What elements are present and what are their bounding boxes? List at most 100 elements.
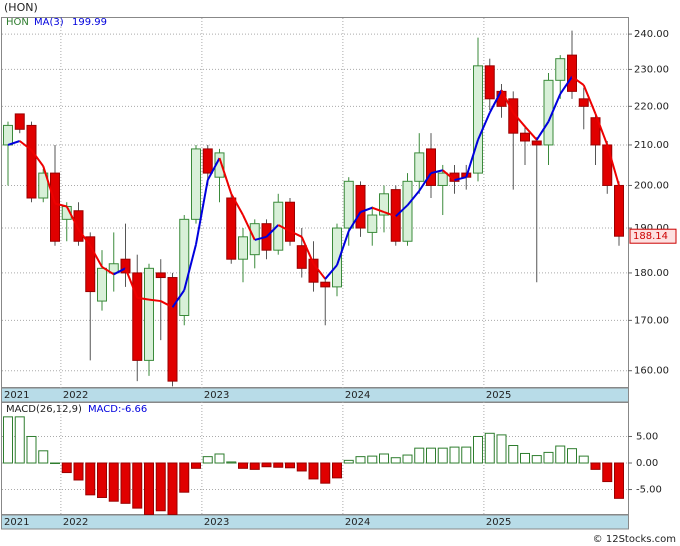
x-tick-label: 2024 (345, 390, 370, 401)
x-tick-label: 2023 (204, 390, 229, 401)
ma-line (300, 236, 315, 265)
macd-bar (85, 462, 96, 496)
candle-body (567, 54, 577, 92)
macd-bar (167, 462, 178, 515)
ma-line (347, 211, 362, 232)
macd-bar (614, 462, 624, 499)
y-tick-label: 240.00 (634, 29, 669, 40)
ma-line (465, 139, 479, 178)
y-tick-label: -5.00 (636, 485, 662, 496)
ma-line (65, 206, 80, 230)
macd-bar (3, 416, 13, 464)
ma-line (148, 298, 161, 303)
candle-body (144, 267, 154, 361)
date-strip (1, 514, 629, 530)
ma-line (171, 289, 186, 308)
ma-line (336, 230, 350, 266)
macd-bar (531, 455, 542, 464)
price-box (629, 228, 677, 244)
ma-line (524, 125, 538, 141)
ma-line (265, 224, 279, 238)
macd-bar (191, 462, 201, 469)
candle-body (614, 184, 624, 237)
macd-bar (155, 462, 166, 512)
ma-line (571, 75, 585, 86)
macd-bar (50, 462, 60, 465)
ma-line (230, 193, 244, 216)
x-tick-label: 2025 (486, 390, 511, 401)
ma-line (606, 144, 620, 186)
candle-body (73, 210, 84, 242)
candle-body (473, 65, 483, 174)
macd-bar (332, 462, 342, 479)
candle-body (520, 132, 530, 142)
chart-title: (HON) (4, 1, 38, 14)
candle-body (3, 124, 13, 146)
date-strip (1, 387, 629, 403)
macd-bar (285, 462, 295, 469)
candle-body (555, 58, 566, 81)
ma-line (559, 76, 573, 95)
candle-body (167, 277, 178, 382)
macd-bar (273, 462, 284, 468)
candle-body (602, 144, 613, 186)
ma-line (289, 230, 303, 238)
macd-bar (496, 434, 507, 464)
candle-body (155, 272, 166, 279)
ma-line (77, 228, 92, 247)
candle-body (437, 172, 448, 186)
macd-bar (473, 435, 483, 464)
candle-body (343, 180, 354, 229)
ma-line (206, 157, 221, 181)
macd-bar (144, 462, 154, 515)
candle-body (120, 258, 131, 274)
ma-line (124, 267, 139, 299)
y-tick-label: 210.00 (634, 140, 669, 151)
macd-bar (520, 452, 530, 464)
candle-body (414, 152, 425, 182)
ma-line (395, 204, 409, 218)
macd-bar (426, 447, 436, 464)
ma-line (418, 172, 432, 192)
macd-bar (543, 451, 554, 464)
ma-line (512, 112, 526, 128)
ma-line (324, 264, 338, 280)
candle-body (97, 267, 107, 302)
ma-line (500, 89, 515, 114)
candle-body (191, 148, 201, 220)
y-tick-label: 160.00 (634, 366, 669, 377)
macd-bar (578, 455, 589, 464)
macd-bar (179, 462, 190, 493)
ma-line (7, 140, 21, 146)
ma-line (54, 202, 67, 208)
ma-line (254, 235, 267, 241)
candle-body (238, 236, 248, 260)
macd-bar (214, 453, 225, 464)
y-tick-label: 200.00 (634, 180, 669, 191)
candle-body (38, 172, 49, 199)
candle-body (296, 245, 307, 269)
candle-body (179, 218, 190, 317)
macd-bar (226, 461, 237, 464)
macd-bar (261, 462, 272, 468)
candle-body (496, 90, 507, 107)
macd-bar (484, 432, 495, 464)
macd-bar (202, 456, 213, 464)
macd-bar (14, 416, 25, 464)
macd-bar (602, 462, 613, 483)
ma-line (113, 267, 126, 276)
ma-line (101, 266, 115, 276)
ma-line (371, 206, 385, 213)
macd-label: MACD:-6.66 (88, 404, 147, 415)
ma-line (277, 224, 291, 232)
ma-line (137, 296, 150, 301)
candle-body (426, 148, 436, 186)
ma-line (218, 157, 233, 195)
candle-body (14, 113, 25, 130)
ma-line (547, 93, 562, 122)
y-tick-label: 170.00 (634, 315, 669, 326)
ma-line (582, 84, 597, 115)
candle-body (367, 214, 378, 233)
macd-bar (38, 450, 49, 464)
